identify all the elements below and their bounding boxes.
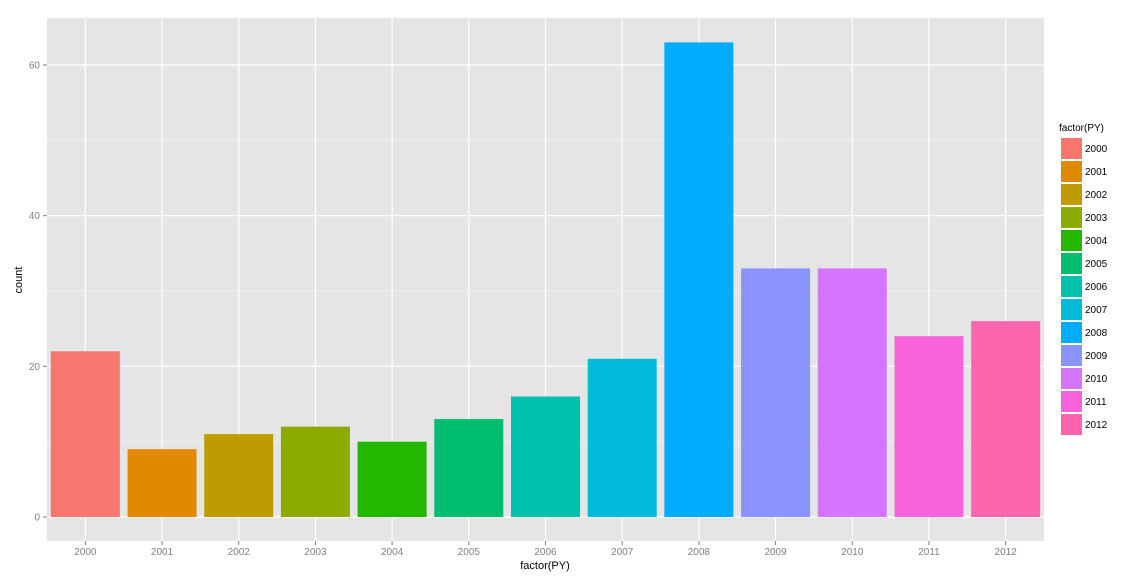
legend-swatch-2009 bbox=[1060, 344, 1083, 367]
y-tick-label: 0 bbox=[34, 513, 40, 524]
legend-label: 2006 bbox=[1085, 282, 1108, 293]
x-axis-title: factor(PY) bbox=[520, 560, 570, 572]
legend-label: 2004 bbox=[1085, 236, 1108, 247]
x-axis-ticks: 2000 2001 2002 2003 2004 2005 2006 2007 2008 2009… bbox=[74, 541, 1017, 558]
legend-swatch-2000 bbox=[1060, 137, 1083, 160]
x-tick-label: 2002 bbox=[228, 547, 251, 558]
legend-swatch-2006 bbox=[1060, 275, 1083, 298]
legend-swatch-2005 bbox=[1060, 252, 1083, 275]
x-tick-label: 2012 bbox=[995, 547, 1018, 558]
bar-2005 bbox=[434, 419, 504, 517]
bar-2006 bbox=[510, 396, 581, 517]
legend-label: 2009 bbox=[1085, 351, 1108, 362]
y-axis-ticks: 0 20 40 60 bbox=[29, 61, 47, 524]
bar-2009 bbox=[741, 268, 811, 517]
legend-label: 2010 bbox=[1085, 374, 1108, 385]
legend-swatch-2001 bbox=[1060, 160, 1083, 183]
legend-title: factor(PY) bbox=[1059, 123, 1104, 134]
legend-label: 2003 bbox=[1085, 213, 1108, 224]
legend-swatch-2008 bbox=[1060, 321, 1083, 344]
bar-2004 bbox=[357, 441, 427, 517]
legend-swatch-2003 bbox=[1060, 206, 1083, 229]
legend-label: 2001 bbox=[1085, 167, 1108, 178]
legend-swatch-2011 bbox=[1060, 390, 1083, 413]
legend-label: 2012 bbox=[1085, 420, 1108, 431]
legend-swatch-2002 bbox=[1060, 183, 1083, 206]
x-tick-label: 2003 bbox=[304, 547, 327, 558]
legend: 2000 2001 2002 2003 2004 2005 2006 2007 2008 2009… bbox=[1060, 137, 1108, 436]
bar-2003 bbox=[280, 426, 350, 517]
x-tick-label: 2009 bbox=[764, 547, 787, 558]
x-tick-label: 2010 bbox=[841, 547, 864, 558]
legend-label: 2008 bbox=[1085, 328, 1108, 339]
y-axis-title: count bbox=[13, 267, 25, 294]
legend-label: 2000 bbox=[1085, 144, 1108, 155]
x-tick-label: 2007 bbox=[611, 547, 634, 558]
bar-2008 bbox=[664, 42, 734, 518]
x-tick-label: 2008 bbox=[688, 547, 711, 558]
bars bbox=[50, 42, 1041, 518]
y-tick-label: 40 bbox=[29, 211, 41, 222]
y-tick-label: 20 bbox=[29, 362, 41, 373]
y-tick-label: 60 bbox=[29, 61, 41, 72]
legend-label: 2002 bbox=[1085, 190, 1108, 201]
bar-2000 bbox=[50, 351, 120, 517]
x-tick-label: 2004 bbox=[381, 547, 404, 558]
legend-swatch-2004 bbox=[1060, 229, 1083, 252]
legend-label: 2005 bbox=[1085, 259, 1108, 270]
legend-label: 2007 bbox=[1085, 305, 1108, 316]
bar-2002 bbox=[204, 434, 274, 517]
bar-2012 bbox=[971, 321, 1041, 517]
legend-swatch-2010 bbox=[1060, 367, 1083, 390]
x-tick-label: 2001 bbox=[151, 547, 174, 558]
legend-label: 2011 bbox=[1085, 397, 1107, 408]
legend-swatch-2012 bbox=[1060, 413, 1083, 436]
x-tick-label: 2006 bbox=[534, 547, 557, 558]
legend-swatch-2007 bbox=[1060, 298, 1083, 321]
bar-2001 bbox=[127, 449, 197, 517]
x-tick-label: 2011 bbox=[918, 547, 940, 558]
x-tick-label: 2000 bbox=[74, 547, 97, 558]
bar-2007 bbox=[587, 358, 657, 517]
bar-2011 bbox=[894, 336, 964, 517]
bar-2010 bbox=[817, 268, 887, 517]
x-tick-label: 2005 bbox=[458, 547, 481, 558]
